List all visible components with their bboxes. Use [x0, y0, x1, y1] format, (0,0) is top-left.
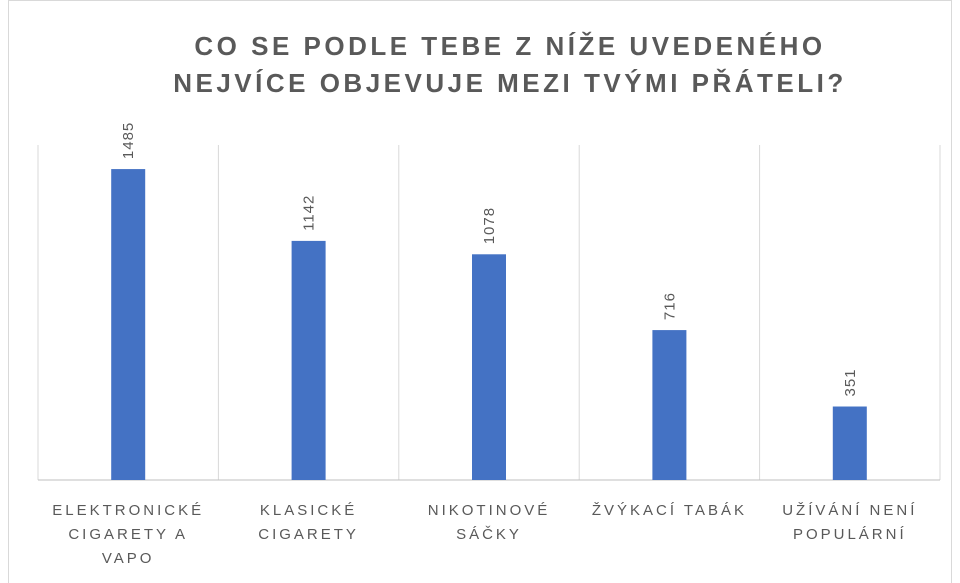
x-tick-label: UŽÍVÁNÍ NENÍ POPULÁRNÍ — [782, 502, 917, 543]
data-label: 1485 — [120, 122, 137, 159]
x-tick-label: KLASICKÉ CIGARETY — [258, 502, 359, 543]
data-label: 1078 — [481, 207, 498, 244]
bar — [291, 240, 326, 480]
x-tick-label: NIKOTINOVÉ SÁČKY — [428, 502, 551, 543]
bar — [472, 254, 506, 480]
x-tick-label: ŽVÝKACÍ TABÁK — [592, 502, 747, 519]
data-label: 351 — [842, 368, 859, 396]
chart-title: NEJVÍCE OBJEVUJE MEZI TVÝMI PŘÁTELI? — [173, 68, 847, 98]
data-label: 716 — [661, 292, 678, 320]
data-label: 1142 — [301, 195, 318, 231]
bar — [832, 406, 867, 480]
bar — [652, 330, 687, 480]
bar — [111, 169, 146, 480]
chart-title: CO SE PODLE TEBE Z NÍŽE UVEDENÉHO — [194, 31, 825, 61]
x-tick-label: ELEKTRONICKÉ CIGARETY A VAPO — [52, 502, 204, 567]
